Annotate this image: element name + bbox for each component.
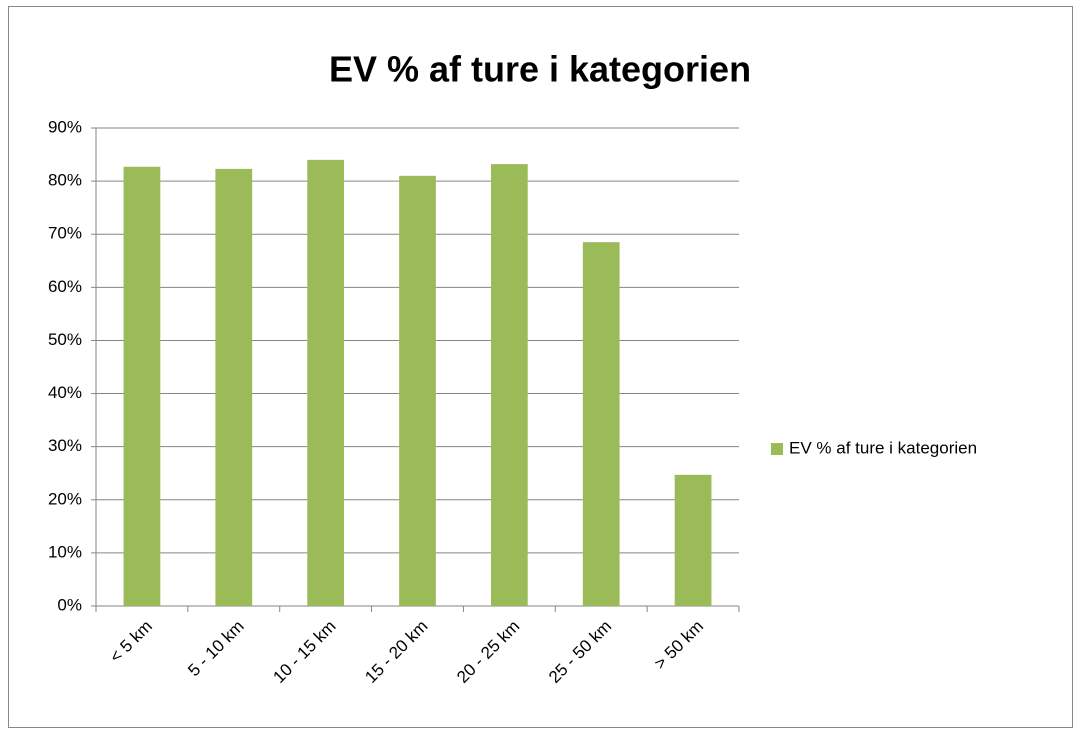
y-tick-label: 50%: [48, 330, 82, 349]
y-tick-label: 20%: [48, 489, 82, 508]
y-tick-label: 80%: [48, 171, 82, 190]
bar: [582, 242, 620, 606]
y-tick-label: 0%: [57, 595, 82, 614]
legend-swatch: [771, 443, 783, 455]
chart-border: [8, 6, 1073, 728]
bar: [399, 175, 436, 607]
bar: [307, 159, 345, 606]
y-tick-label: 60%: [48, 277, 82, 296]
legend-label: EV % af ture i kategorien: [789, 438, 977, 457]
y-tick-label: 40%: [48, 383, 82, 402]
y-tick-label: 70%: [48, 224, 82, 243]
bar: [674, 474, 712, 606]
y-tick-label: 30%: [48, 436, 82, 455]
y-tick-label: 10%: [48, 542, 82, 561]
bar: [215, 168, 253, 606]
chart-title: EV % af ture i kategorien: [329, 49, 751, 90]
bar: [490, 164, 528, 607]
y-tick-label: 90%: [48, 117, 82, 136]
bar: [123, 166, 161, 606]
